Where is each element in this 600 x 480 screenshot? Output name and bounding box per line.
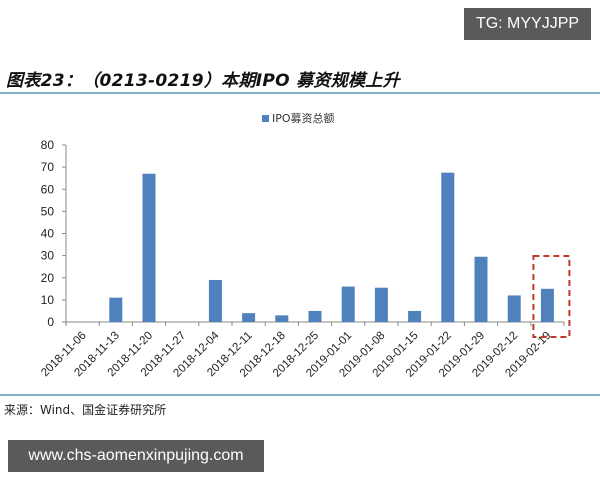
y-tick-label: 20	[41, 271, 55, 285]
source-divider	[0, 394, 600, 396]
y-tick-label: 10	[41, 293, 55, 307]
bar-2019-01-22	[441, 172, 455, 322]
chart-legend: IPO募资总额	[262, 110, 335, 126]
highlight-box	[532, 255, 571, 338]
bar-2019-01-08	[374, 287, 388, 322]
figure-title: 图表23：（0213-0219）本期IPO 募资规模上升	[6, 71, 400, 91]
bar-2019-01-29	[474, 256, 488, 322]
bar-2019-02-19	[540, 288, 554, 322]
y-tick-label: 40	[41, 227, 55, 241]
y-tick-label: 70	[41, 160, 55, 174]
bar-2018-11-13	[109, 297, 123, 322]
bar-2019-01-15	[408, 310, 422, 322]
bar-2019-01-01	[341, 286, 355, 322]
bar-2018-12-04	[208, 279, 222, 322]
bar-chart: 010203040506070802018-11-062018-11-13201…	[39, 138, 571, 380]
bar-2018-12-18	[275, 315, 289, 322]
bar-2018-12-11	[242, 313, 256, 322]
title-divider	[0, 92, 600, 94]
watermark-bottom: www.chs-aomenxinpujing.com	[8, 440, 264, 472]
bar-2018-11-20	[142, 173, 156, 322]
legend-label: IPO募资总额	[272, 112, 335, 125]
bar-2018-12-25	[308, 310, 322, 322]
y-tick-label: 60	[41, 182, 55, 196]
y-tick-label: 50	[41, 204, 55, 218]
y-tick-label: 80	[41, 138, 55, 152]
bar-2019-02-12	[507, 295, 521, 322]
y-tick-label: 0	[47, 315, 54, 329]
y-tick-label: 30	[41, 249, 55, 263]
watermark-top: TG: MYYJJPP	[464, 8, 591, 40]
legend-swatch	[262, 114, 269, 122]
source-note: 来源：Wind、国金证券研究所	[4, 403, 167, 417]
